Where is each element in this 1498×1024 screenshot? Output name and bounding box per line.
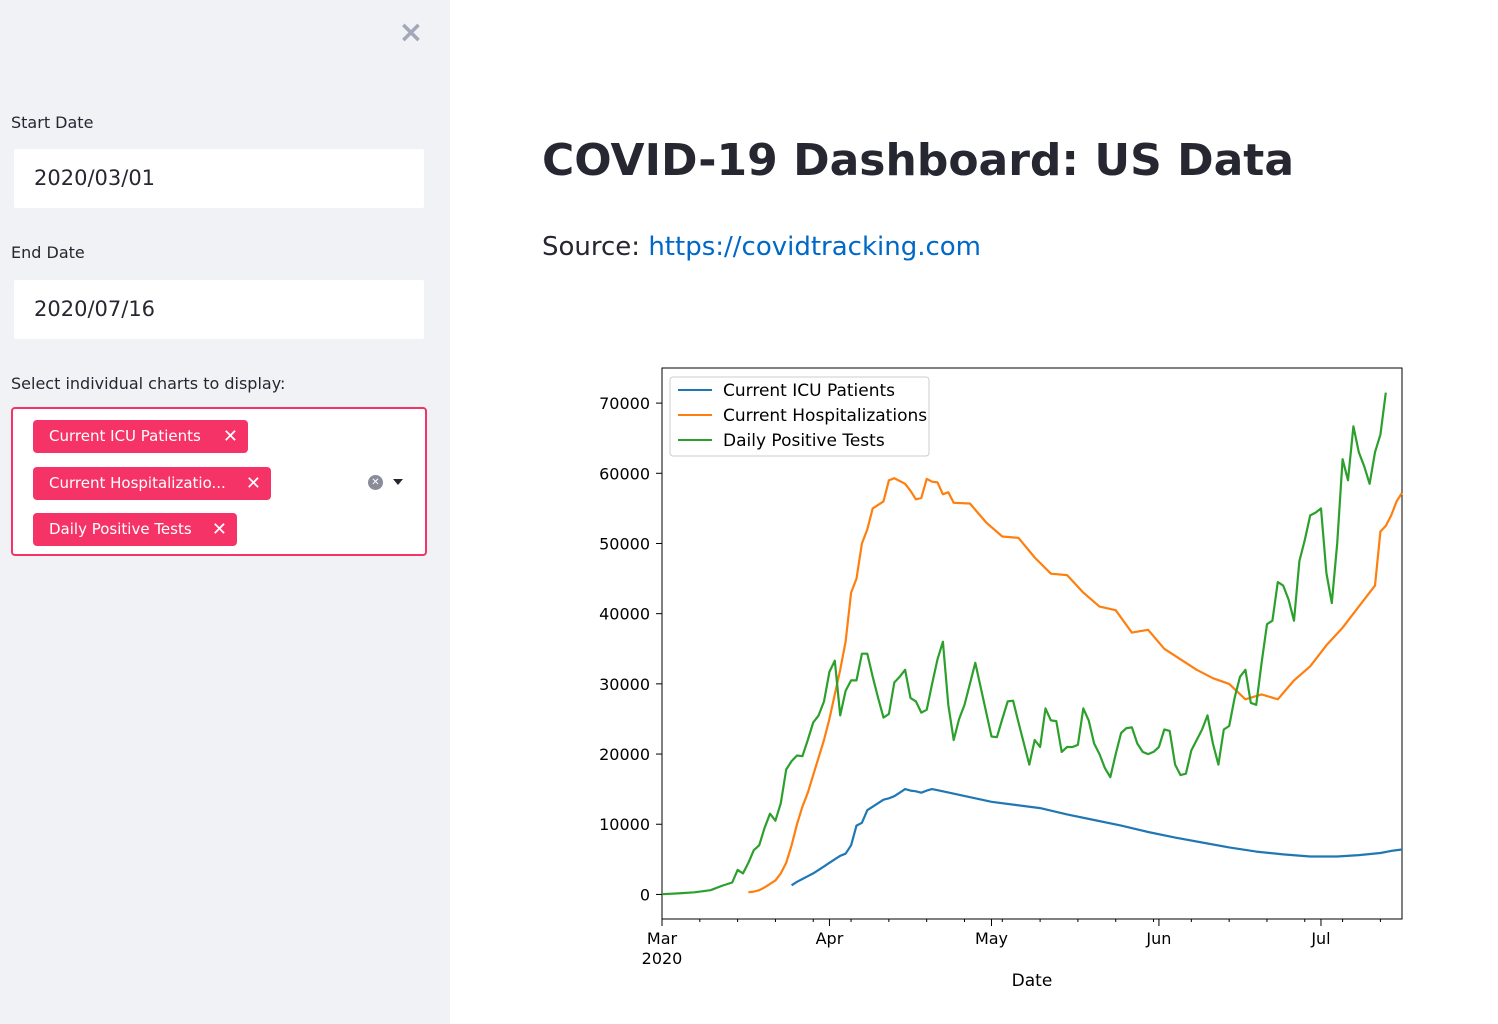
- plot-frame: [661, 367, 1403, 920]
- legend: Current ICU Patients Current Hospitaliza…: [669, 376, 930, 457]
- covid-line-chart: 0 10000 20000 30000 40000 50000 60000 70000 Mar A…: [599, 367, 1403, 991]
- chip-label: Daily Positive Tests: [49, 520, 192, 538]
- page-title: COVID-19 Dashboard: US Data: [542, 135, 1295, 186]
- remove-chip-icon[interactable]: ✕: [222, 426, 238, 447]
- chip-label: Current ICU Patients: [49, 427, 201, 445]
- chip-hospitalizations: Current Hospitalizatio... ✕: [33, 467, 271, 500]
- chip-icu-patients: Current ICU Patients ✕: [33, 420, 248, 453]
- x-tick-label: Mar: [647, 929, 678, 948]
- source-prefix: Source:: [542, 232, 641, 262]
- y-tick-label: 20000: [599, 745, 650, 764]
- end-date-input[interactable]: 2020/07/16: [13, 279, 425, 340]
- y-tick-label: 50000: [599, 534, 650, 553]
- chip-daily-positive-tests: Daily Positive Tests ✕: [33, 513, 237, 546]
- end-date-label: End Date: [11, 243, 85, 262]
- y-tick-label: 40000: [599, 605, 650, 624]
- sidebar: × Start Date 2020/03/01 End Date 2020/07…: [0, 0, 450, 1024]
- close-sidebar-icon[interactable]: ×: [398, 15, 424, 50]
- source-line: Source: https://covidtracking.com: [542, 232, 981, 262]
- x-tick-label: Jun: [1145, 929, 1171, 948]
- series-line-2: [661, 392, 1387, 896]
- y-tick-label: 60000: [599, 464, 650, 483]
- y-tick-label: 10000: [599, 815, 650, 834]
- x-axis-label: Date: [1012, 971, 1053, 991]
- start-date-label: Start Date: [11, 113, 94, 132]
- series-layer: [661, 392, 1403, 896]
- chip-label: Current Hospitalizatio...: [49, 474, 226, 492]
- legend-label-positive-tests: Daily Positive Tests: [723, 431, 885, 451]
- remove-chip-icon[interactable]: ✕: [245, 473, 261, 494]
- y-tick-label: 70000: [599, 394, 650, 413]
- series-line-1: [748, 477, 1403, 894]
- x-tick-label: Jul: [1310, 929, 1330, 948]
- legend-label-hospitalizations: Current Hospitalizations: [723, 406, 927, 426]
- series-line-0: [791, 788, 1403, 887]
- chevron-down-icon[interactable]: [393, 479, 403, 485]
- axes-layer: 0 10000 20000 30000 40000 50000 60000 70000 Mar A…: [599, 394, 1381, 968]
- x-tick-label: May: [975, 929, 1008, 948]
- y-tick-label: 30000: [599, 675, 650, 694]
- x-year-label: 2020: [642, 949, 683, 968]
- x-tick-label: Apr: [816, 929, 844, 948]
- charts-multiselect[interactable]: Current ICU Patients ✕ Current Hospitali…: [11, 407, 427, 556]
- legend-box: [669, 376, 930, 457]
- legend-label-icu: Current ICU Patients: [723, 381, 895, 401]
- source-link[interactable]: https://covidtracking.com: [648, 232, 982, 262]
- start-date-input[interactable]: 2020/03/01: [13, 148, 425, 209]
- remove-chip-icon[interactable]: ✕: [211, 519, 227, 540]
- charts-select-label: Select individual charts to display:: [11, 374, 286, 393]
- clear-all-icon[interactable]: ✕: [368, 475, 383, 490]
- y-tick-label: 0: [640, 885, 650, 904]
